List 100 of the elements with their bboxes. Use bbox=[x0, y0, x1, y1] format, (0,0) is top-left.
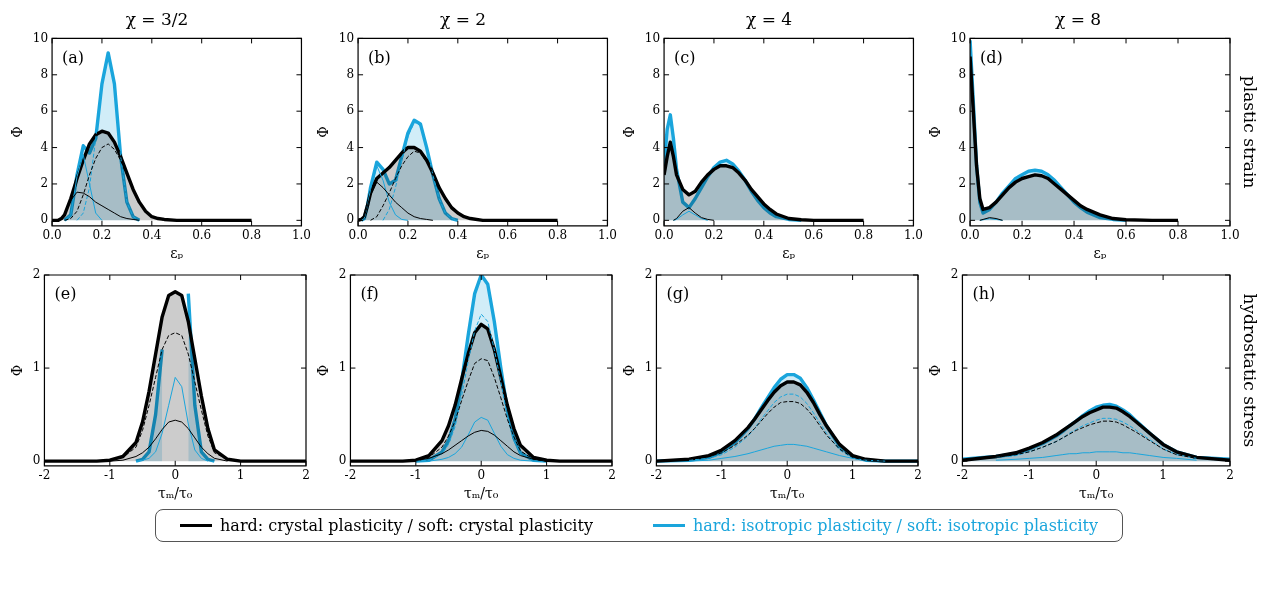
chart-title: χ = 8 bbox=[1054, 8, 1102, 29]
chart-title: χ = 4 bbox=[745, 8, 793, 29]
y-axis-title: Φ bbox=[927, 364, 944, 377]
y-tick-label: 6 bbox=[652, 103, 661, 118]
y-tick-label: 0 bbox=[338, 453, 347, 468]
y-tick-label: 1 bbox=[32, 360, 41, 375]
y-tick-label: 2 bbox=[644, 267, 653, 282]
annotation: (d) bbox=[980, 47, 1003, 67]
x-axis-title: εₚ bbox=[782, 245, 796, 262]
x-tick-label: 0.0 bbox=[960, 228, 980, 243]
x-tick-label: 0 bbox=[171, 468, 180, 483]
y-axis-title: Φ bbox=[9, 364, 26, 377]
y-tick-label: 10 bbox=[338, 30, 355, 45]
y-tick-label: 0 bbox=[644, 453, 653, 468]
y-axis-title: Φ bbox=[9, 126, 26, 138]
y-tick-label: 2 bbox=[32, 267, 41, 282]
y-tick-label: 0 bbox=[346, 212, 355, 227]
x-tick-label: 0.4 bbox=[754, 228, 774, 243]
y-axis-title: Φ bbox=[315, 126, 332, 138]
x-axis-title: τₘ/τ₀ bbox=[770, 485, 805, 502]
y-tick-label: 2 bbox=[40, 176, 49, 191]
text: plastic strain bbox=[1239, 75, 1260, 189]
x-tick-label: -2 bbox=[344, 468, 357, 483]
x-tick-label: 0.2 bbox=[704, 228, 724, 243]
y-tick-label: 8 bbox=[40, 66, 49, 81]
x-axis-title: τₘ/τ₀ bbox=[464, 485, 499, 502]
annotation: (f) bbox=[360, 284, 379, 304]
x-tick-label: 0.2 bbox=[398, 228, 418, 243]
chart-title: χ = 3/2 bbox=[125, 8, 189, 29]
x-tick-label: 0.0 bbox=[654, 228, 674, 243]
annotation: (g) bbox=[666, 284, 690, 304]
y-tick-label: 10 bbox=[32, 30, 49, 45]
x-axis-title: τₘ/τ₀ bbox=[1079, 485, 1114, 502]
y-tick-label: 8 bbox=[346, 66, 355, 81]
x-tick-label: 0.4 bbox=[448, 228, 468, 243]
chart-title: χ = 2 bbox=[439, 8, 487, 29]
y-tick-label: 0 bbox=[958, 212, 967, 227]
x-tick-label: -2 bbox=[650, 468, 663, 483]
x-tick-label: 2 bbox=[914, 468, 922, 483]
x-tick-label: 0.8 bbox=[1168, 228, 1188, 243]
y-tick-label: 1 bbox=[644, 360, 653, 375]
y-tick-label: 1 bbox=[950, 360, 959, 375]
y-tick-label: 0 bbox=[40, 212, 49, 227]
y-tick-label: 6 bbox=[958, 103, 967, 118]
x-tick-label: 0.4 bbox=[1064, 228, 1084, 243]
y-tick-label: 4 bbox=[346, 139, 355, 154]
y-tick-label: 6 bbox=[346, 103, 355, 118]
y-tick-label: 0 bbox=[652, 212, 661, 227]
x-tick-label: 2 bbox=[608, 468, 616, 483]
x-tick-label: 2 bbox=[302, 468, 310, 483]
y-tick-label: 2 bbox=[950, 267, 959, 282]
y-axis-title: Φ bbox=[621, 126, 638, 138]
y-tick-label: 8 bbox=[958, 66, 967, 81]
x-tick-label: 0.8 bbox=[242, 228, 262, 243]
x-tick-label: 0.6 bbox=[804, 228, 824, 243]
y-tick-label: 4 bbox=[40, 139, 49, 154]
x-tick-label: 1.0 bbox=[903, 228, 923, 243]
x-tick-label: 0.8 bbox=[548, 228, 568, 243]
y-tick-label: 8 bbox=[652, 66, 661, 81]
x-tick-label: 0.2 bbox=[1012, 228, 1032, 243]
y-tick-label: 2 bbox=[652, 176, 661, 191]
x-tick-label: 0.4 bbox=[142, 228, 162, 243]
x-axis-title: εₚ bbox=[170, 245, 184, 262]
x-tick-label: -2 bbox=[956, 468, 969, 483]
y-tick-label: 2 bbox=[338, 267, 347, 282]
x-tick-label: 0.6 bbox=[498, 228, 518, 243]
y-tick-label: 4 bbox=[958, 139, 967, 154]
x-tick-label: 1 bbox=[236, 468, 245, 483]
x-axis-title: εₚ bbox=[476, 245, 490, 262]
annotation: (c) bbox=[674, 47, 696, 67]
x-tick-label: -1 bbox=[409, 468, 422, 483]
y-tick-label: 0 bbox=[950, 453, 959, 468]
y-tick-label: 2 bbox=[346, 176, 355, 191]
y-axis-title: Φ bbox=[927, 126, 944, 138]
text: hydrostatic stress bbox=[1239, 293, 1260, 448]
y-axis-title: Φ bbox=[621, 364, 638, 377]
y-tick-label: 0 bbox=[32, 453, 41, 468]
x-tick-label: 1 bbox=[1159, 468, 1167, 483]
y-tick-label: 10 bbox=[950, 30, 967, 45]
x-tick-label: 2 bbox=[1226, 468, 1234, 483]
x-tick-label: 1.0 bbox=[597, 228, 617, 243]
x-axis-title: τₘ/τ₀ bbox=[158, 485, 193, 502]
annotation: (b) bbox=[368, 47, 391, 67]
y-tick-label: 4 bbox=[652, 139, 661, 154]
x-tick-label: -1 bbox=[715, 468, 728, 483]
y-tick-label: 1 bbox=[338, 360, 347, 375]
x-tick-label: -1 bbox=[103, 468, 116, 483]
x-tick-label: 0.0 bbox=[42, 228, 62, 243]
y-tick-label: 2 bbox=[958, 176, 967, 191]
x-tick-label: 0.8 bbox=[854, 228, 874, 243]
x-tick-label: 0.0 bbox=[348, 228, 368, 243]
legend-label: hard: crystal plasticity / soft: crystal plasticity bbox=[220, 516, 593, 535]
x-tick-label: 0.2 bbox=[92, 228, 112, 243]
y-tick-label: 10 bbox=[644, 30, 661, 45]
x-tick-label: 0 bbox=[783, 468, 792, 483]
x-tick-label: 0 bbox=[1092, 468, 1101, 483]
annotation: (e) bbox=[54, 284, 77, 304]
x-axis-title: εₚ bbox=[1093, 245, 1107, 262]
x-tick-label: 1 bbox=[542, 468, 551, 483]
y-axis-title: Φ bbox=[315, 364, 332, 377]
